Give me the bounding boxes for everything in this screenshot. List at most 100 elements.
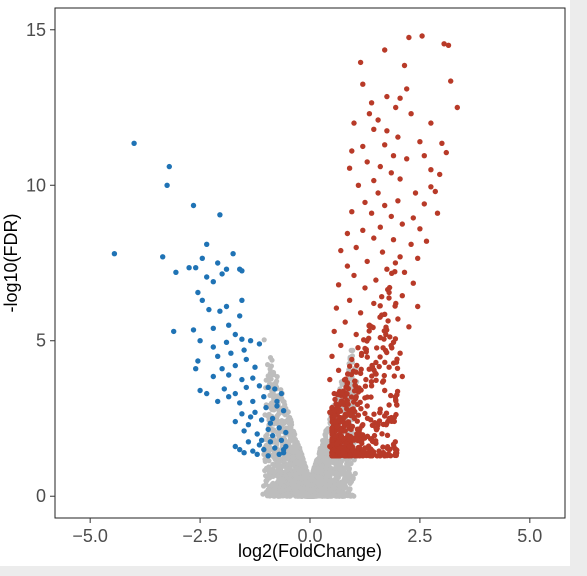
up-point	[384, 420, 390, 427]
ns-point	[334, 459, 340, 465]
ns-point	[294, 488, 300, 495]
down-point	[239, 411, 245, 417]
ns-point	[285, 486, 291, 492]
down-point	[232, 390, 238, 397]
up-point	[332, 413, 338, 419]
ns-point	[271, 427, 277, 433]
up-point	[329, 437, 335, 443]
up-point	[344, 406, 350, 412]
ns-point	[265, 486, 271, 492]
ns-point	[294, 444, 300, 450]
up-point	[388, 170, 394, 176]
down-point	[256, 341, 263, 347]
up-point	[421, 201, 427, 207]
up-point	[327, 409, 333, 415]
up-point	[377, 354, 383, 360]
up-point	[366, 322, 373, 328]
up-point	[357, 310, 364, 316]
up-point	[349, 356, 355, 363]
ns-point	[285, 416, 291, 422]
up-point	[364, 258, 370, 265]
up-point	[392, 260, 399, 266]
down-point	[210, 325, 216, 331]
ns-point	[263, 433, 269, 439]
down-point	[193, 366, 199, 372]
ns-point	[272, 486, 278, 492]
down-point	[261, 446, 267, 453]
ns-point	[345, 465, 351, 471]
up-point	[346, 452, 353, 458]
up-point	[354, 418, 360, 424]
up-point	[338, 433, 345, 439]
down-point	[206, 306, 212, 313]
ns-point	[325, 426, 331, 432]
down-point	[193, 265, 199, 271]
ns-point	[274, 413, 280, 419]
down-point	[252, 364, 258, 370]
horizontal-scrollbar[interactable]	[0, 566, 587, 576]
down-point	[261, 394, 267, 400]
up-point	[391, 373, 397, 379]
up-point	[428, 184, 434, 190]
up-point	[404, 156, 410, 162]
up-point	[368, 383, 375, 389]
up-point	[345, 401, 351, 407]
down-point	[237, 266, 243, 272]
down-point	[283, 429, 289, 436]
up-point	[360, 81, 366, 87]
up-point	[383, 324, 389, 330]
down-point	[197, 338, 203, 344]
up-point	[353, 434, 359, 440]
y-tick-label: 15	[26, 20, 46, 40]
vertical-scrollbar[interactable]	[570, 0, 587, 576]
up-point	[340, 400, 346, 406]
down-point	[269, 415, 276, 422]
up-point	[349, 148, 355, 154]
down-point	[247, 338, 254, 344]
y-tick-label: 5	[36, 331, 46, 351]
ns-point	[282, 469, 288, 475]
up-point	[368, 417, 374, 423]
up-point	[399, 373, 405, 380]
x-tick-label: −5.0	[72, 526, 108, 546]
down-point	[210, 373, 216, 380]
up-point	[384, 93, 390, 100]
ns-point	[338, 489, 344, 495]
ns-point	[291, 478, 297, 485]
ns-point	[294, 484, 300, 490]
up-point	[333, 305, 340, 311]
ns-point	[311, 486, 317, 492]
down-regulated-points	[111, 140, 289, 459]
up-point	[393, 411, 399, 418]
up-point	[354, 362, 360, 369]
ns-point	[315, 469, 321, 475]
up-point	[351, 399, 357, 405]
up-point	[371, 126, 377, 132]
down-point	[267, 420, 274, 426]
ns-point	[351, 457, 357, 463]
up-point	[336, 408, 342, 415]
down-point	[280, 408, 287, 414]
down-point	[250, 448, 256, 454]
down-point	[232, 418, 238, 425]
up-point	[340, 450, 346, 456]
up-point	[397, 254, 403, 260]
ns-point	[294, 493, 300, 499]
y-axis-label: -log10(FDR)	[1, 213, 21, 312]
down-point	[241, 428, 247, 434]
up-point	[423, 238, 430, 244]
up-point	[373, 277, 379, 283]
up-point	[341, 415, 347, 421]
up-point	[394, 392, 400, 398]
up-point	[375, 117, 381, 123]
up-point	[368, 394, 374, 400]
y-tick-label: 0	[36, 486, 46, 506]
ns-point	[352, 470, 358, 477]
up-point	[384, 128, 390, 134]
down-point	[111, 251, 118, 257]
ns-point	[265, 377, 272, 383]
up-point	[364, 403, 370, 409]
ns-point	[276, 477, 282, 484]
down-point	[210, 279, 216, 285]
up-point	[355, 451, 362, 457]
